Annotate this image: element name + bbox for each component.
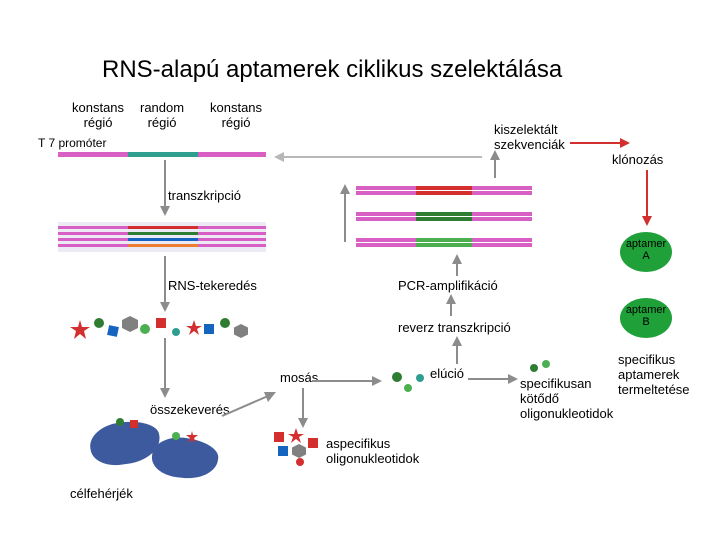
pcr3d [356,243,416,247]
shape-circ1 [94,318,104,328]
cell-sq1 [130,420,138,428]
label-rnstekeredes: RNS-tekeredés [168,278,257,293]
label-celfeherjek: célfehérjék [70,486,133,501]
pcr2f [472,217,532,221]
shape-hex2 [234,324,248,343]
shape-circ2 [140,324,150,334]
pcr3e [416,243,472,247]
strand4-m1 [58,244,128,247]
pcr3c [472,238,532,242]
pcr3b [416,238,472,242]
strand1-m2 [198,226,266,229]
label-random: random régió [140,100,184,130]
pcr3f [472,243,532,247]
strand2-m2 [198,232,266,235]
shape-circ3 [172,328,180,336]
label-konstans1: konstans régió [72,100,124,130]
pcr1e [416,191,472,195]
pcr1b [416,186,472,190]
aspec-sq1 [274,432,284,442]
pcr2e [416,217,472,221]
aspec-circ1 [296,458,304,466]
arrow-cells-to-mosas [218,392,278,422]
arrow-klonozas-down [640,170,654,226]
shape-hex1 [122,316,138,337]
cell2 [150,435,220,482]
strand1-m1 [58,226,128,229]
pcr2a [356,212,416,216]
cell-circ2 [172,432,180,440]
pcr1c [472,186,532,190]
template-bar-teal [128,152,198,157]
bound-circ2 [404,384,412,392]
pcr3a [356,238,416,242]
pcr2d [356,217,416,221]
bound-circ1 [392,372,402,382]
arrow-osszekeveres [158,338,172,398]
bound-circ3 [416,374,424,382]
page-title: RNS-alapú aptamerek ciklikus szelektálás… [102,56,562,84]
arrow-elucio-up [450,336,464,366]
arrow-mosas-down [296,388,310,428]
label-aspecifikus: aspecifikus oligonukleotidok [326,436,419,466]
pcr1f [472,191,532,195]
strand1-r [128,226,198,229]
arrow-elucio [468,372,518,386]
aspec-sq2 [278,446,288,456]
label-aptamer-b: aptamer B [624,304,668,328]
label-t7: T 7 promóter [38,136,106,150]
template-bar-magenta2 [198,152,266,157]
shape-sq2 [156,318,166,328]
label-konstans2: konstans régió [210,100,262,130]
label-aptamer-a: aptamer A [624,238,668,262]
shape-sq1 [107,325,119,337]
pcr2b [416,212,472,216]
arrow-pcr-up2 [450,254,464,278]
label-klonozas: klónozás [612,152,663,167]
arrow-reverz [444,294,458,318]
spec-circ1 [530,364,538,372]
strand3-r [128,238,198,241]
shape-star2 [186,320,202,341]
strand4-r [128,244,198,247]
cell-star1 [186,430,198,448]
pcr1a [356,186,416,190]
arrow-pcr-to-top [488,148,502,182]
arrow-mosas-right [312,374,382,388]
label-reverz: reverz transzkripció [398,320,511,335]
arrow-pcr-up [338,182,352,252]
strand3-m1 [58,238,128,241]
strand2-m1 [58,232,128,235]
arrow-cycle-back [272,148,492,166]
shape-sq3 [204,324,214,334]
label-pcr: PCR-amplifikáció [398,278,498,293]
label-transzkripcio: transzkripció [168,188,241,203]
pcr1d [356,191,416,195]
shape-circ4 [220,318,230,328]
label-spec-kot: specifikusan kötődő oligonukleotidok [520,376,613,421]
label-elucio: elúció [430,366,464,381]
cell-circ1 [116,418,124,426]
aspec-sq3 [308,438,318,448]
arrow-to-klonozas [570,136,630,150]
pcr2c [472,212,532,216]
strand2-r [128,232,198,235]
shape-star1 [70,320,90,345]
label-kiszelektalt: kiszelektált szekvenciák [494,122,565,152]
template-bar-magenta1 [58,152,128,157]
spec-circ2 [542,360,550,368]
label-spec-term: specifikus aptamerek termeltetése [618,352,690,397]
strand3-m2 [198,238,266,241]
strand4-m2 [198,244,266,247]
arrow-transzkripcio [158,160,172,216]
